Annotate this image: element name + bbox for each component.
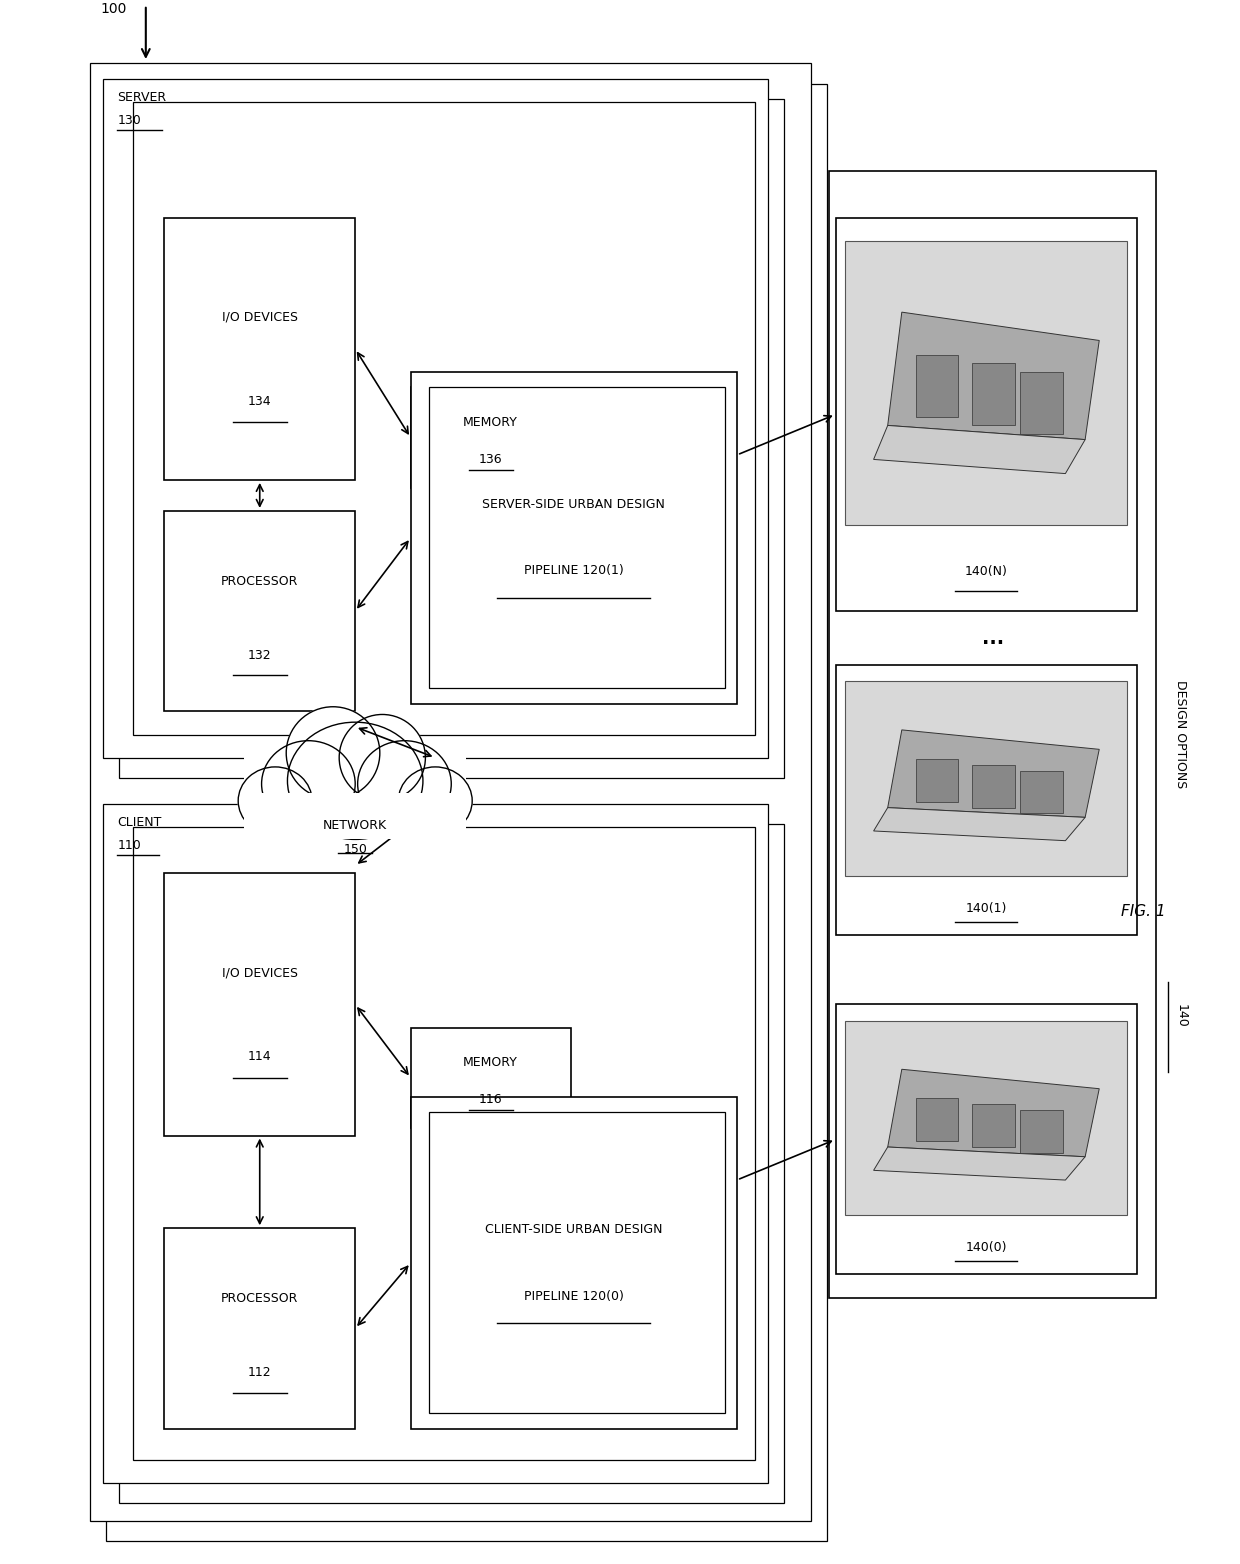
FancyBboxPatch shape [972,1104,1014,1146]
Text: SERVER-SIDE URBAN DESIGN: SERVER-SIDE URBAN DESIGN [482,499,665,511]
Text: I/O DEVICES: I/O DEVICES [222,967,298,979]
FancyBboxPatch shape [1021,372,1063,433]
Ellipse shape [286,707,379,799]
FancyBboxPatch shape [836,217,1137,612]
FancyBboxPatch shape [103,804,768,1483]
Text: 116: 116 [479,1093,502,1106]
Text: CLIENT: CLIENT [118,816,162,829]
Ellipse shape [357,741,451,827]
Text: 114: 114 [248,1051,272,1064]
Text: SERVER: SERVER [118,91,166,105]
FancyBboxPatch shape [830,172,1156,1298]
FancyBboxPatch shape [164,1228,355,1428]
Polygon shape [888,1070,1099,1157]
FancyBboxPatch shape [410,1096,737,1428]
Text: I/O DEVICES: I/O DEVICES [222,311,298,324]
FancyBboxPatch shape [103,78,768,757]
Text: ...: ... [982,629,1003,647]
FancyBboxPatch shape [244,793,466,840]
Text: 112: 112 [248,1365,272,1379]
Text: 140(0): 140(0) [966,1240,1007,1254]
FancyBboxPatch shape [410,1028,570,1128]
FancyBboxPatch shape [164,217,355,480]
Text: PIPELINE 120(0): PIPELINE 120(0) [523,1290,624,1303]
FancyBboxPatch shape [410,372,737,704]
Text: 140(1): 140(1) [966,901,1007,915]
FancyBboxPatch shape [916,759,959,802]
Text: MEMORY: MEMORY [464,1056,518,1070]
Ellipse shape [398,766,472,835]
Text: PROCESSOR: PROCESSOR [221,1292,299,1304]
FancyBboxPatch shape [916,355,959,418]
FancyBboxPatch shape [107,83,827,1541]
Text: 140: 140 [1174,1004,1187,1028]
FancyBboxPatch shape [1021,1110,1063,1153]
Text: 140(N): 140(N) [965,565,1008,579]
Ellipse shape [238,766,312,835]
FancyBboxPatch shape [836,665,1137,935]
Text: FIG. 1: FIG. 1 [1121,904,1166,920]
Text: CLIENT-SIDE URBAN DESIGN: CLIENT-SIDE URBAN DESIGN [485,1223,662,1236]
Text: PIPELINE 120(1): PIPELINE 120(1) [525,565,624,577]
Text: 110: 110 [118,840,141,852]
FancyBboxPatch shape [91,64,811,1522]
FancyBboxPatch shape [119,824,784,1503]
FancyBboxPatch shape [119,99,784,777]
Text: NETWORK: NETWORK [324,820,387,832]
Polygon shape [888,730,1099,818]
FancyBboxPatch shape [410,388,570,488]
FancyBboxPatch shape [972,765,1014,807]
FancyBboxPatch shape [134,102,755,735]
Text: 132: 132 [248,649,272,662]
Text: PROCESSOR: PROCESSOR [221,574,299,588]
Polygon shape [874,1146,1085,1181]
FancyBboxPatch shape [846,241,1127,524]
FancyBboxPatch shape [972,363,1014,425]
Polygon shape [888,313,1099,439]
Polygon shape [874,807,1085,841]
FancyBboxPatch shape [244,751,466,835]
Text: 150: 150 [343,843,367,856]
Polygon shape [874,425,1085,474]
FancyBboxPatch shape [429,388,724,688]
FancyBboxPatch shape [846,682,1127,876]
FancyBboxPatch shape [429,1112,724,1414]
Text: MEMORY: MEMORY [464,416,518,429]
FancyBboxPatch shape [164,511,355,712]
FancyBboxPatch shape [836,1004,1137,1275]
Ellipse shape [288,723,423,840]
Text: 134: 134 [248,394,272,408]
Text: DESIGN OPTIONS: DESIGN OPTIONS [1174,680,1187,788]
FancyBboxPatch shape [916,1098,959,1142]
FancyBboxPatch shape [846,1021,1127,1215]
FancyBboxPatch shape [164,873,355,1135]
Text: 100: 100 [100,3,126,17]
FancyBboxPatch shape [134,827,755,1459]
Ellipse shape [340,715,425,801]
FancyBboxPatch shape [1021,771,1063,813]
Text: 136: 136 [479,454,502,466]
Text: 130: 130 [118,114,141,127]
Ellipse shape [262,741,355,827]
